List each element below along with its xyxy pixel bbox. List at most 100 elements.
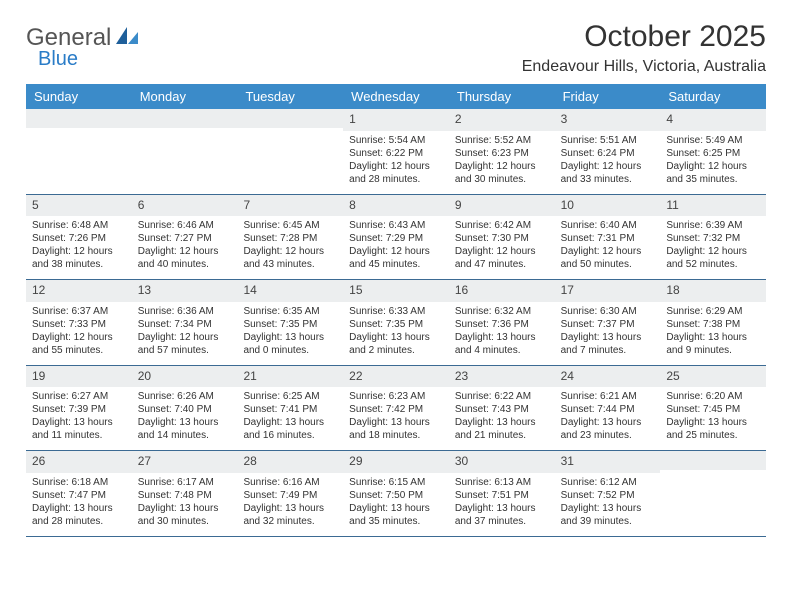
day-info-line: Sunrise: 6:39 AM — [666, 219, 760, 232]
day-number: 26 — [26, 451, 132, 473]
day-info-line: and 32 minutes. — [243, 515, 337, 528]
day-info-line: and 25 minutes. — [666, 429, 760, 442]
day-body — [237, 128, 343, 184]
week-row: 26Sunrise: 6:18 AMSunset: 7:47 PMDayligh… — [26, 451, 766, 537]
day-body: Sunrise: 6:32 AMSunset: 7:36 PMDaylight:… — [449, 302, 555, 365]
day-info-line: Daylight: 13 hours — [32, 416, 126, 429]
day-cell: 14Sunrise: 6:35 AMSunset: 7:35 PMDayligh… — [237, 280, 343, 365]
calendar-page: General Blue October 2025 Endeavour Hill… — [0, 0, 792, 553]
day-info-line: Sunset: 7:27 PM — [138, 232, 232, 245]
week-row: 19Sunrise: 6:27 AMSunset: 7:39 PMDayligh… — [26, 366, 766, 452]
day-number: 18 — [660, 280, 766, 302]
weekday-header: Monday — [132, 84, 238, 109]
day-number — [660, 451, 766, 470]
week-row: 5Sunrise: 6:48 AMSunset: 7:26 PMDaylight… — [26, 195, 766, 281]
day-body: Sunrise: 6:21 AMSunset: 7:44 PMDaylight:… — [555, 387, 661, 450]
day-cell: 8Sunrise: 6:43 AMSunset: 7:29 PMDaylight… — [343, 195, 449, 280]
weekday-header: Thursday — [449, 84, 555, 109]
day-info-line: and 35 minutes. — [349, 515, 443, 528]
day-info-line: Sunrise: 6:18 AM — [32, 476, 126, 489]
day-info-line: Sunrise: 5:51 AM — [561, 134, 655, 147]
day-info-line: Daylight: 12 hours — [138, 331, 232, 344]
day-info-line: Daylight: 13 hours — [243, 416, 337, 429]
day-info-line: and 11 minutes. — [32, 429, 126, 442]
brand-sail-icon — [116, 27, 138, 50]
day-cell: 24Sunrise: 6:21 AMSunset: 7:44 PMDayligh… — [555, 366, 661, 451]
day-info-line: Sunset: 7:43 PM — [455, 403, 549, 416]
day-body: Sunrise: 6:27 AMSunset: 7:39 PMDaylight:… — [26, 387, 132, 450]
day-info-line: and 43 minutes. — [243, 258, 337, 271]
day-cell: 5Sunrise: 6:48 AMSunset: 7:26 PMDaylight… — [26, 195, 132, 280]
day-info-line: Sunset: 7:42 PM — [349, 403, 443, 416]
day-cell: 20Sunrise: 6:26 AMSunset: 7:40 PMDayligh… — [132, 366, 238, 451]
day-body: Sunrise: 6:13 AMSunset: 7:51 PMDaylight:… — [449, 473, 555, 536]
day-info-line: Sunrise: 6:20 AM — [666, 390, 760, 403]
day-info-line: and 47 minutes. — [455, 258, 549, 271]
day-number: 13 — [132, 280, 238, 302]
day-body: Sunrise: 6:26 AMSunset: 7:40 PMDaylight:… — [132, 387, 238, 450]
day-info-line: Sunset: 7:32 PM — [666, 232, 760, 245]
day-info-line: Daylight: 13 hours — [138, 416, 232, 429]
day-number: 20 — [132, 366, 238, 388]
day-body: Sunrise: 6:25 AMSunset: 7:41 PMDaylight:… — [237, 387, 343, 450]
day-number: 25 — [660, 366, 766, 388]
day-info-line: and 9 minutes. — [666, 344, 760, 357]
day-number: 5 — [26, 195, 132, 217]
day-body: Sunrise: 6:40 AMSunset: 7:31 PMDaylight:… — [555, 216, 661, 279]
day-info-line: Daylight: 13 hours — [666, 416, 760, 429]
day-number: 24 — [555, 366, 661, 388]
week-row: 12Sunrise: 6:37 AMSunset: 7:33 PMDayligh… — [26, 280, 766, 366]
day-body: Sunrise: 6:45 AMSunset: 7:28 PMDaylight:… — [237, 216, 343, 279]
title-block: October 2025 Endeavour Hills, Victoria, … — [522, 20, 766, 76]
day-info-line: Daylight: 13 hours — [243, 331, 337, 344]
day-info-line: Sunset: 7:26 PM — [32, 232, 126, 245]
day-info-line: Daylight: 12 hours — [455, 245, 549, 258]
day-info-line: Sunset: 7:39 PM — [32, 403, 126, 416]
day-info-line: and 30 minutes. — [455, 173, 549, 186]
day-body: Sunrise: 5:52 AMSunset: 6:23 PMDaylight:… — [449, 131, 555, 194]
day-info-line: and 57 minutes. — [138, 344, 232, 357]
day-info-line: Daylight: 13 hours — [455, 502, 549, 515]
weekday-header: Saturday — [660, 84, 766, 109]
day-info-line: Sunrise: 6:13 AM — [455, 476, 549, 489]
day-number: 10 — [555, 195, 661, 217]
day-body — [660, 470, 766, 526]
day-cell: 7Sunrise: 6:45 AMSunset: 7:28 PMDaylight… — [237, 195, 343, 280]
day-number: 30 — [449, 451, 555, 473]
day-body: Sunrise: 6:30 AMSunset: 7:37 PMDaylight:… — [555, 302, 661, 365]
day-cell: 23Sunrise: 6:22 AMSunset: 7:43 PMDayligh… — [449, 366, 555, 451]
day-body — [26, 128, 132, 184]
day-info-line: and 45 minutes. — [349, 258, 443, 271]
day-number: 8 — [343, 195, 449, 217]
day-number: 21 — [237, 366, 343, 388]
day-number: 31 — [555, 451, 661, 473]
day-cell: 22Sunrise: 6:23 AMSunset: 7:42 PMDayligh… — [343, 366, 449, 451]
day-info-line: and 4 minutes. — [455, 344, 549, 357]
day-cell: 17Sunrise: 6:30 AMSunset: 7:37 PMDayligh… — [555, 280, 661, 365]
day-cell: 26Sunrise: 6:18 AMSunset: 7:47 PMDayligh… — [26, 451, 132, 536]
weekday-header: Wednesday — [343, 84, 449, 109]
location-label: Endeavour Hills, Victoria, Australia — [522, 58, 766, 76]
day-info-line: Sunrise: 6:17 AM — [138, 476, 232, 489]
day-cell — [26, 109, 132, 194]
day-info-line: Sunrise: 6:15 AM — [349, 476, 443, 489]
day-info-line: Sunrise: 6:32 AM — [455, 305, 549, 318]
day-info-line: Sunrise: 6:42 AM — [455, 219, 549, 232]
day-cell: 31Sunrise: 6:12 AMSunset: 7:52 PMDayligh… — [555, 451, 661, 536]
day-info-line: Daylight: 12 hours — [243, 245, 337, 258]
day-body: Sunrise: 6:20 AMSunset: 7:45 PMDaylight:… — [660, 387, 766, 450]
day-info-line: and 39 minutes. — [561, 515, 655, 528]
day-info-line: and 18 minutes. — [349, 429, 443, 442]
week-row: 1Sunrise: 5:54 AMSunset: 6:22 PMDaylight… — [26, 109, 766, 195]
day-info-line: Sunset: 7:38 PM — [666, 318, 760, 331]
day-info-line: Daylight: 12 hours — [561, 245, 655, 258]
day-info-line: Daylight: 13 hours — [138, 502, 232, 515]
day-info-line: and 16 minutes. — [243, 429, 337, 442]
day-info-line: Sunset: 7:36 PM — [455, 318, 549, 331]
day-info-line: and 21 minutes. — [455, 429, 549, 442]
day-info-line: Daylight: 12 hours — [349, 245, 443, 258]
day-info-line: Daylight: 13 hours — [349, 416, 443, 429]
day-info-line: and 7 minutes. — [561, 344, 655, 357]
day-info-line: Sunrise: 6:43 AM — [349, 219, 443, 232]
calendar-body: 1Sunrise: 5:54 AMSunset: 6:22 PMDaylight… — [26, 109, 766, 537]
